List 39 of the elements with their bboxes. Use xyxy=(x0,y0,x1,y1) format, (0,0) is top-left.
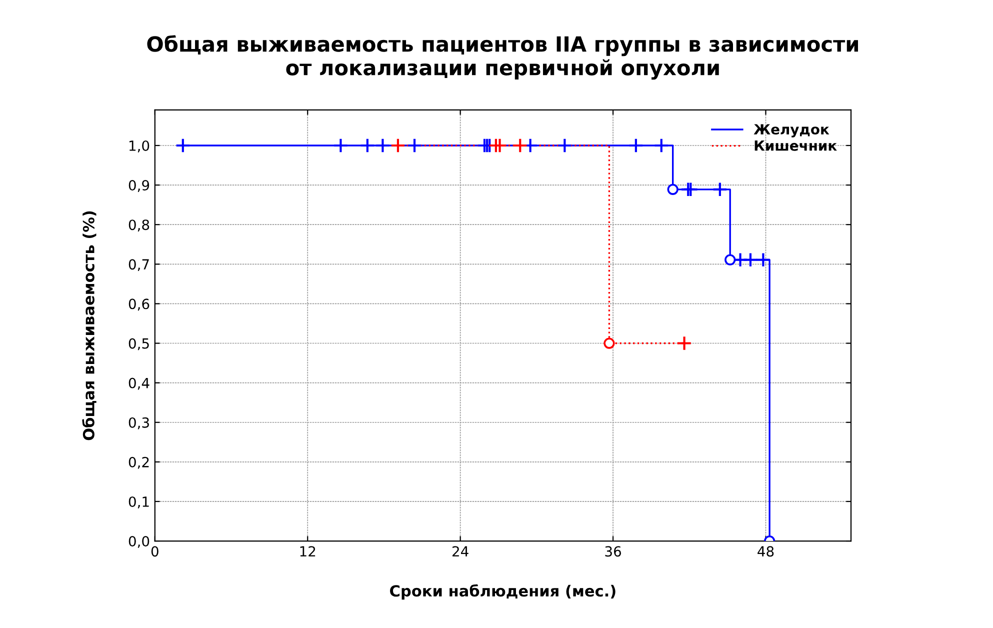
y-tick-label: 0,8 xyxy=(128,220,150,232)
point xyxy=(375,138,390,154)
y-tick-label: 0,3 xyxy=(128,417,149,430)
x-axis-title: Сроки наблюдения (мес.) xyxy=(390,584,616,600)
point xyxy=(406,138,422,154)
x-tick-label: 12 xyxy=(300,546,316,556)
point xyxy=(512,138,528,154)
x-tick-label: 36 xyxy=(605,546,621,557)
y-tick-label: 0,9 xyxy=(128,180,150,192)
point xyxy=(667,184,678,195)
y-tick-label: 0,7 xyxy=(128,259,149,272)
y-tick-label: 1,0 xyxy=(129,140,150,152)
point xyxy=(742,252,758,268)
legend-label: Кишечник xyxy=(754,140,837,151)
y-axis-title: Общая выживаемость (%) xyxy=(82,211,96,440)
point xyxy=(724,254,736,266)
point xyxy=(390,138,406,154)
point xyxy=(360,138,376,154)
y-tick-label: 0,0 xyxy=(128,536,150,548)
point xyxy=(712,182,728,198)
x-tick-label: 24 xyxy=(452,546,468,556)
y-tick-label: 0,5 xyxy=(128,338,149,350)
x-tick-label: 48 xyxy=(758,546,774,557)
point xyxy=(676,336,692,351)
x-tick-label: 0 xyxy=(151,546,158,557)
point xyxy=(175,138,191,154)
point xyxy=(756,252,771,268)
y-tick-label: 0,1 xyxy=(128,496,149,508)
point xyxy=(654,138,670,154)
point xyxy=(604,338,615,349)
legend-label: Желудок xyxy=(754,124,830,138)
point xyxy=(557,138,572,154)
point xyxy=(628,138,644,154)
chart-title: Общая выживаемость пациентов IIA группы в зависимости от локализации первичной опухоли xyxy=(147,35,858,80)
y-tick-label: 0,6 xyxy=(128,298,150,311)
point xyxy=(683,182,698,198)
y-tick-label: 0,2 xyxy=(128,456,149,469)
y-tick-label: 0,4 xyxy=(128,378,150,390)
point xyxy=(333,138,348,154)
